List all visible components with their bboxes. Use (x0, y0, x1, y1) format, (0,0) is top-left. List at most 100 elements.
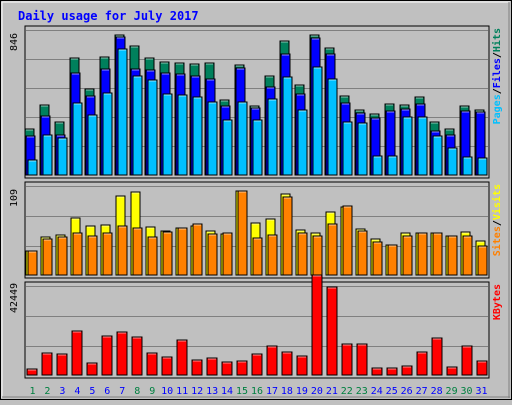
bar-visits-sites-22-body (342, 205, 353, 276)
bar-kbytes-kbytes-15-body (236, 360, 248, 376)
legend-item-visits-1: / (492, 220, 503, 226)
bar-visits-sites-25-body (387, 244, 398, 276)
bar-hits-pages-26 (402, 116, 413, 176)
bar-hits-pages-30-body (462, 156, 473, 176)
bar-visits-sites-2 (42, 238, 53, 276)
bar-visits-sites-2-body (42, 238, 53, 276)
bar-hits-pages-10-body (162, 93, 173, 176)
bar-kbytes-kbytes-1-body (26, 368, 38, 376)
bar-kbytes-kbytes-28-body (431, 337, 443, 376)
bar-hits-pages-13-body (207, 101, 218, 176)
x-tick-label-17: 17 (266, 386, 278, 397)
bar-hits-pages-10 (162, 93, 173, 176)
panel-visits: 109 Sites/Visits (9, 181, 503, 279)
bar-kbytes-kbytes-6-body (101, 335, 113, 376)
x-tick-label-14: 14 (221, 386, 233, 397)
bar-visits-sites-12 (192, 223, 203, 276)
bar-visits-sites-10 (162, 231, 173, 276)
bar-visits-sites-7-body (117, 225, 128, 276)
bar-hits-pages-15-body (237, 101, 248, 176)
x-tick-label-1: 1 (29, 386, 35, 397)
legend-item-kbytes-0: KBytes (492, 284, 503, 320)
legend-item-visits-0: Sites (491, 226, 503, 256)
bar-visits-sites-19 (297, 232, 308, 276)
bar-hits-pages-21 (327, 78, 338, 176)
bar-kbytes-kbytes-26 (401, 365, 413, 376)
bar-kbytes-kbytes-24 (371, 367, 383, 376)
bar-kbytes-kbytes-12-body (191, 359, 203, 376)
bar-visits-sites-6 (102, 232, 113, 276)
bar-visits-sites-10-body (162, 231, 173, 276)
x-tick-label-19: 19 (296, 386, 308, 397)
bar-kbytes-kbytes-25-body (386, 367, 398, 376)
bar-hits-pages-13 (207, 101, 218, 176)
x-tick-label-26: 26 (401, 386, 413, 397)
x-tick-label-22: 22 (341, 386, 353, 397)
bar-kbytes-kbytes-11-body (176, 339, 188, 376)
bar-kbytes-kbytes-20-body (311, 274, 323, 376)
bar-visits-sites-3-body (57, 236, 68, 276)
x-tick-label-12: 12 (191, 386, 203, 397)
legend-kbytes: KBytes (492, 284, 503, 320)
bar-hits-pages-24 (372, 155, 383, 176)
bar-visits-sites-28-body (432, 232, 443, 276)
bar-visits-sites-31-body (477, 245, 488, 276)
bar-hits-pages-29-body (447, 147, 458, 176)
bar-visits-sites-25 (387, 244, 398, 276)
bar-visits-sites-11 (177, 227, 188, 276)
bar-kbytes-kbytes-25 (386, 367, 398, 376)
x-tick-label-8: 8 (134, 386, 140, 397)
bar-kbytes-kbytes-30-body (461, 345, 473, 376)
bar-hits-pages-9-body (147, 79, 158, 176)
bar-visits-sites-17 (267, 234, 278, 276)
x-tick-label-21: 21 (326, 386, 338, 397)
bar-hits-pages-1-body (27, 159, 38, 176)
bar-kbytes-kbytes-30 (461, 345, 473, 376)
bar-hits-pages-27 (417, 116, 428, 176)
y-max-label-visits: 109 (9, 189, 20, 207)
bar-visits-sites-5 (87, 235, 98, 276)
bar-kbytes-kbytes-7 (116, 331, 128, 376)
bar-hits-pages-8-body (132, 75, 143, 176)
bar-hits-pages-5-body (87, 114, 98, 176)
x-tick-label-31: 31 (475, 386, 487, 397)
bar-kbytes-kbytes-8 (131, 336, 143, 376)
bar-visits-sites-26-body (402, 235, 413, 276)
legend-item-hits-1: / (492, 88, 503, 94)
bar-hits-pages-29 (447, 147, 458, 176)
bar-hits-pages-11 (177, 94, 188, 176)
bar-visits-sites-1-body (27, 250, 38, 276)
bar-kbytes-kbytes-27-body (416, 351, 428, 376)
x-tick-label-6: 6 (104, 386, 110, 397)
bar-visits-sites-9 (147, 236, 158, 276)
bar-visits-sites-21 (327, 223, 338, 276)
bar-hits-pages-6-body (102, 92, 113, 176)
bar-kbytes-kbytes-24-body (371, 367, 383, 376)
x-tick-label-13: 13 (206, 386, 218, 397)
bar-kbytes-kbytes-12 (191, 359, 203, 376)
bar-hits-pages-28 (432, 135, 443, 176)
x-tick-label-10: 10 (161, 386, 173, 397)
bar-kbytes-kbytes-14 (221, 361, 233, 376)
bar-visits-sites-27 (417, 232, 428, 276)
bar-kbytes-kbytes-31-body (476, 360, 488, 376)
bar-hits-pages-15 (237, 101, 248, 176)
bar-hits-pages-24-body (372, 155, 383, 176)
bar-hits-pages-18 (282, 76, 293, 176)
bar-kbytes-kbytes-3 (56, 353, 68, 376)
bar-visits-sites-8-body (132, 227, 143, 276)
bar-visits-sites-26 (402, 235, 413, 276)
bar-kbytes-kbytes-8-body (131, 336, 143, 376)
bar-hits-pages-7 (117, 48, 128, 176)
bar-kbytes-kbytes-10-body (161, 356, 173, 376)
legend-visits: Sites/Visits (491, 184, 503, 256)
bar-visits-sites-16 (252, 237, 263, 276)
bar-hits-pages-17 (267, 98, 278, 176)
x-tick-label-5: 5 (89, 386, 95, 397)
legend-hits: Pages/Files/Hits (491, 28, 503, 124)
bar-visits-sites-16-body (252, 237, 263, 276)
bar-hits-pages-26-body (402, 116, 413, 176)
x-axis-labels: 1 2 3 4 5 6 7 8 9 10 11 12 13 14 15 16 17 18 19 20 21 22 23 24 2… (29, 386, 487, 397)
